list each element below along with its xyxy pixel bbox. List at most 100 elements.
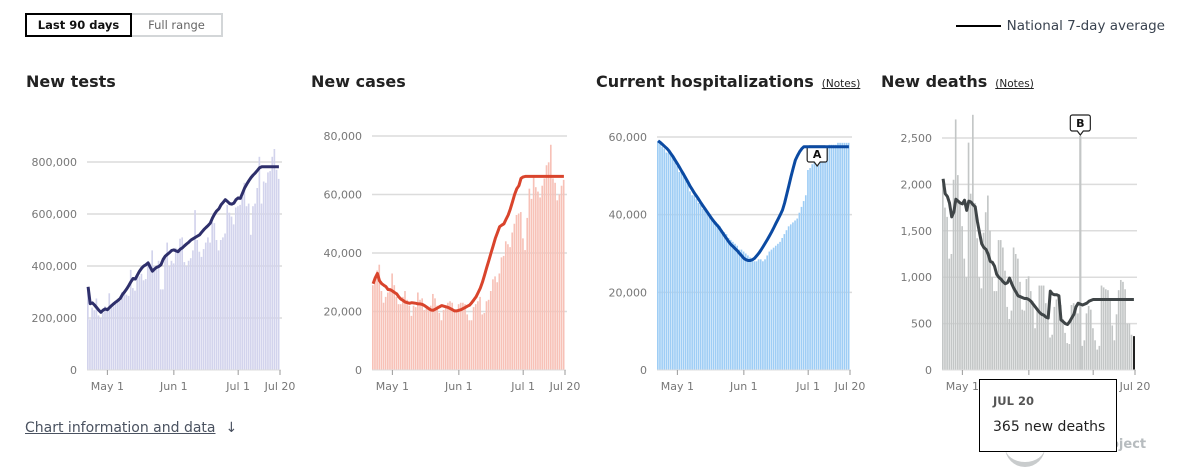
bar [470,320,473,370]
bar [108,293,111,370]
bar [1133,336,1135,370]
bar [1117,290,1120,370]
chart-new-cases[interactable]: 0 20,000 40,000 60,000 80,000 May 1 Jun 1 Jul 1… [285,120,585,400]
bar [697,203,700,370]
bar [817,152,820,370]
x-tick-label: Jul 1 [225,380,250,393]
bar [1004,270,1006,370]
bar [1098,345,1101,370]
bar [961,226,963,370]
bar [1002,247,1004,370]
bar [412,305,415,370]
hospitalizations-notes-link[interactable]: (Notes) [821,78,861,90]
x-tick-label: Jun 1 [444,380,473,393]
bar [1029,291,1032,370]
last-90-days-button[interactable]: Last 90 days [25,13,132,37]
bar [457,304,460,370]
bar [1017,258,1019,370]
bar [987,195,989,370]
bar [1074,306,1077,370]
bar [822,146,824,370]
bar [1040,285,1043,370]
bar [1025,279,1028,370]
bar [749,257,751,370]
chart-new-tests[interactable]: 0 200,000 400,000 600,000 800,000 May 1 Jun 1 J… [0,120,300,400]
bar [657,140,659,370]
bar [492,279,494,370]
bar [809,168,811,370]
y-tick-label: 0 [70,364,77,377]
bar [1122,281,1124,370]
chart-title-text: Current hospitalizations [596,72,814,91]
bar [1109,300,1111,370]
chart-hospitalizations[interactable]: 0 20,000 40,000 60,000 A May 1 Jun 1 Jul 1 Jul 2… [570,120,870,400]
bar [1126,323,1129,370]
bar [753,261,756,370]
bar [682,173,685,370]
chart-title-new-tests: New tests [26,72,116,91]
bar [1027,276,1030,370]
x-tick-label: Jul 1 [795,380,820,393]
bar [969,193,972,370]
y-tick-label: 500 [911,318,932,331]
bar [747,255,749,370]
bar [395,296,398,370]
bar [702,208,704,370]
bar [1023,310,1026,370]
bar [132,288,134,370]
bar [198,251,201,370]
bar [224,233,226,370]
bar [164,256,166,370]
bar [772,247,775,370]
bar [1100,285,1103,370]
bar [455,310,458,370]
deaths-notes-link[interactable]: (Notes) [995,78,1034,90]
bar [425,308,428,370]
legend-label: National 7-day average [1006,18,1165,34]
chart-info-link[interactable]: Chart information and data ↓ [25,420,237,436]
bar [138,276,141,370]
bar [693,195,696,370]
y-tick-label: 200,000 [32,312,78,325]
bar [91,307,93,370]
bar [843,142,846,370]
bar [699,204,702,370]
bar [687,183,689,370]
bar [1068,344,1071,370]
bar [172,263,175,370]
bar [393,285,396,370]
bar [1113,340,1116,370]
x-tick-label: May 1 [661,380,694,393]
bar [374,279,376,370]
y-tick-label: 40,000 [324,247,363,260]
bar [762,261,764,370]
bar [121,292,123,370]
bar [708,214,711,370]
bar [744,253,747,370]
bar [447,302,449,370]
bar [669,154,672,370]
bar [967,142,970,370]
tooltip-date: JUL 20 [993,394,1034,408]
bar [247,203,250,370]
bar [421,298,423,370]
bar [674,162,676,370]
bar [269,171,271,370]
bar [209,242,211,370]
bar [226,204,229,370]
bar [1111,325,1114,370]
bar [376,270,378,370]
bar [800,206,803,370]
bar [502,255,505,370]
bar [1008,318,1011,370]
chart-info-link-text[interactable]: Chart information and data [25,420,216,436]
bar [777,243,779,370]
bar [442,310,445,370]
full-range-button[interactable]: Full range [132,13,223,37]
bar [1130,334,1133,370]
bar [942,184,944,370]
y-tick-label: 20,000 [609,286,648,299]
bar [99,318,102,370]
down-arrow-icon: ↓ [225,420,238,436]
